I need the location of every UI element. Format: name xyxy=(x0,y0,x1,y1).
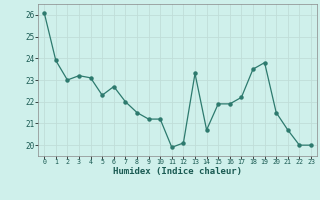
X-axis label: Humidex (Indice chaleur): Humidex (Indice chaleur) xyxy=(113,167,242,176)
